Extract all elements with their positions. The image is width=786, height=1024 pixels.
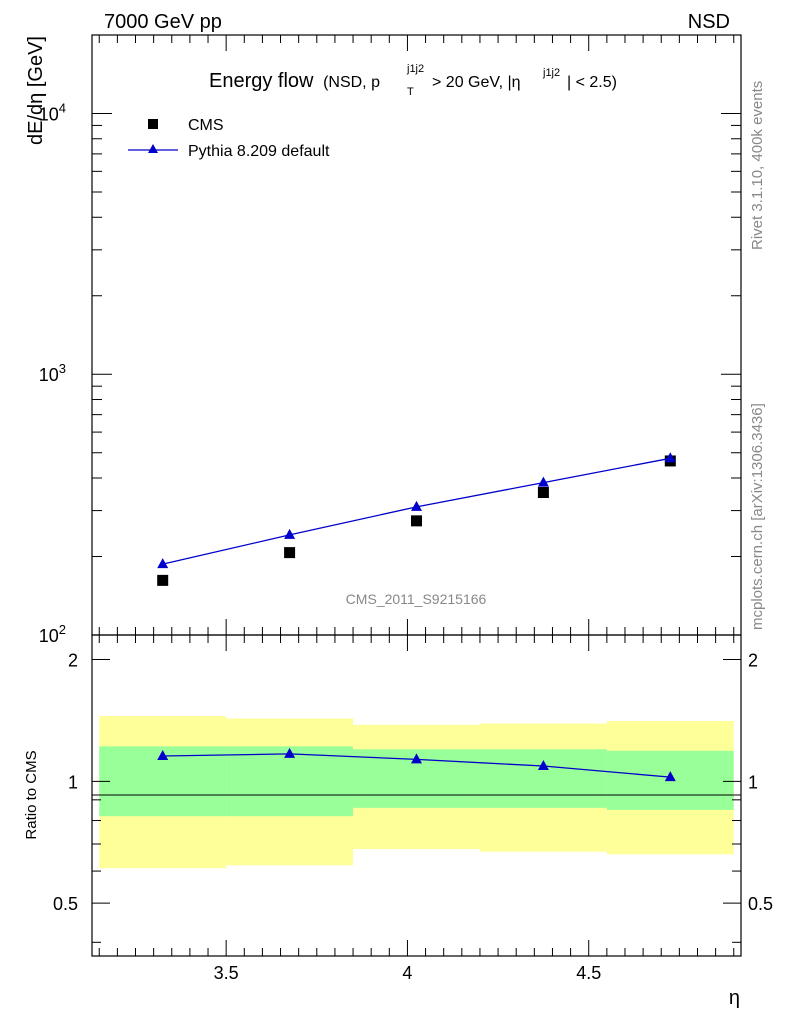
- cms-point: [537, 486, 549, 498]
- ratio-y-axis-label: Ratio to CMS: [23, 750, 40, 839]
- ratio-pythia-point: [537, 760, 549, 771]
- rivet-label: Rivet 3.1.10, 400k events: [749, 81, 766, 250]
- x-tick-label: 3.5: [214, 963, 239, 983]
- ratio-pythia-point: [664, 771, 676, 782]
- green-band: [479, 749, 607, 808]
- header-right: NSD: [688, 11, 730, 33]
- x-axis-label: η: [729, 987, 740, 1009]
- legend: CMS Pythia 8.209 default: [128, 117, 330, 160]
- ratio-pythia-point: [411, 753, 422, 764]
- legend-pythia-marker: [148, 144, 158, 153]
- ratio-y-tick-label: 2: [68, 651, 78, 671]
- ratio-y-tick-label: 1: [68, 772, 78, 792]
- green-band: [226, 746, 354, 817]
- ratio-y-tick-label-right: 1: [748, 772, 758, 792]
- legend-pythia-label: Pythia 8.209 default: [188, 143, 330, 160]
- ratio-y-tick-label-right: 2: [748, 651, 758, 671]
- x-tick-label: 4.5: [576, 963, 601, 983]
- title-mid: > 20 GeV, |η: [432, 74, 521, 91]
- title-sup1: j1j2: [406, 63, 424, 75]
- pythia-point: [284, 528, 296, 539]
- header-left: 7000 GeV pp: [104, 11, 222, 33]
- title-end: | < 2.5): [567, 74, 617, 91]
- pythia-point: [664, 452, 676, 463]
- cms-point: [157, 574, 169, 586]
- pythia-line: [162, 457, 671, 565]
- pythia-point: [537, 476, 549, 487]
- title-main: Energy flow: [209, 70, 314, 92]
- ratio-y-tick-label: 0.5: [53, 894, 78, 914]
- main-y-tick-label: 103: [39, 361, 66, 385]
- ratio-pythia-point: [157, 750, 169, 761]
- main-panel: 102 103 104 dE/dη [GeV] Energy flow (NSD, …: [25, 34, 742, 646]
- cms-point: [284, 547, 296, 559]
- legend-cms-marker: [148, 119, 158, 129]
- ratio-y-tick-label-right: 0.5: [748, 894, 773, 914]
- pythia-point: [157, 558, 169, 569]
- main-y-axis-label: dE/dη [GeV]: [25, 36, 47, 145]
- ratio-panel: 0.5 0.5 1 1 2 2 3.5 4 4.5 Ratio to CMS η: [23, 634, 773, 1009]
- chart-title: Energy flow (NSD, p: [209, 70, 380, 92]
- main-y-tick-label: 104: [39, 100, 66, 124]
- watermark: CMS_2011_S9215166: [346, 591, 487, 607]
- x-tick-label: 4: [402, 963, 412, 983]
- legend-cms-label: CMS: [188, 117, 224, 134]
- title-sup2: j1j2: [542, 67, 560, 79]
- mcplots-label: mcplots.cern.ch [arXiv:1306.3436]: [749, 403, 766, 630]
- main-y-tick-label: 102: [39, 622, 66, 646]
- pythia-point: [411, 500, 422, 511]
- title-cond: (NSD, p: [323, 74, 380, 91]
- title-sub-T: T: [407, 86, 414, 98]
- cms-point: [411, 515, 422, 527]
- ratio-pythia-point: [284, 747, 296, 758]
